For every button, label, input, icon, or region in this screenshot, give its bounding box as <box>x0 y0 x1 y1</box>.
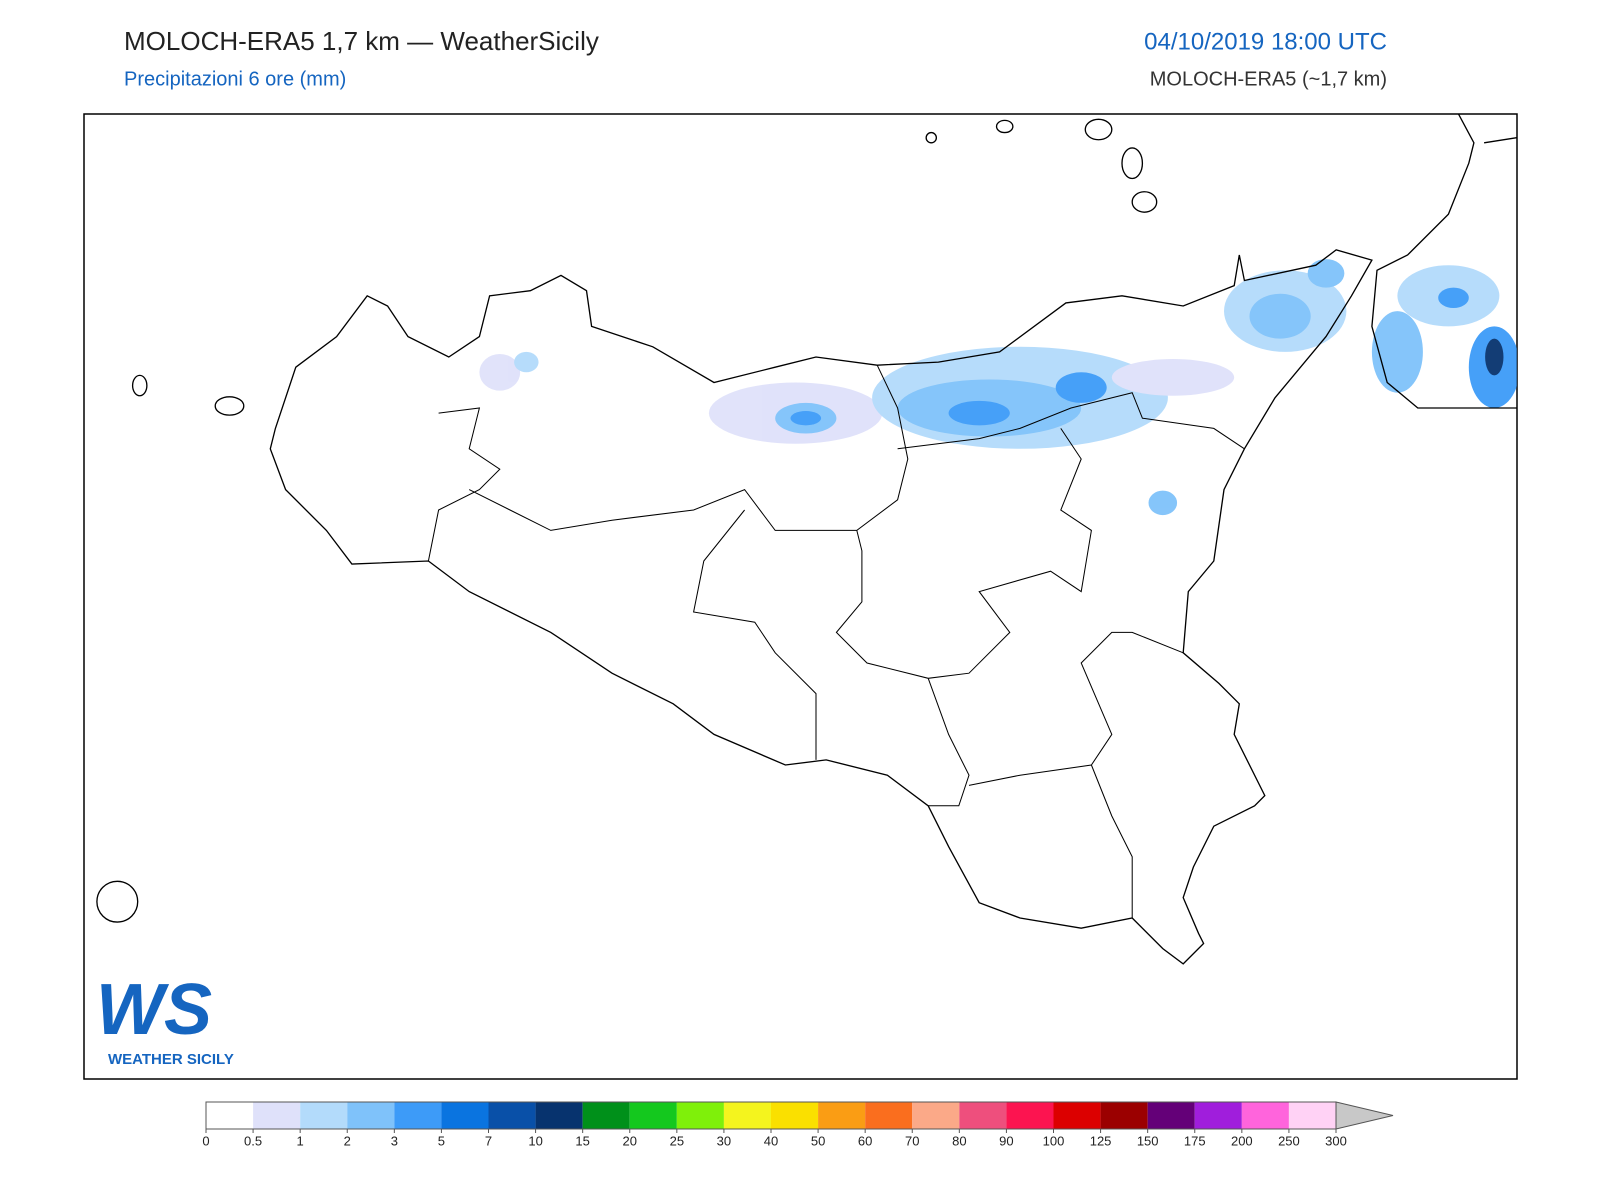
colorbar-label: 5 <box>438 1133 445 1148</box>
colorbar-box <box>394 1102 442 1129</box>
colorbar-label: 50 <box>811 1133 825 1148</box>
precipitation <box>479 259 1517 516</box>
model-label: MOLOCH-ERA5 (~1,7 km) <box>1150 68 1387 90</box>
colorbar-box <box>1288 1102 1336 1129</box>
logo-text: WEATHER SICILY <box>108 1051 234 1068</box>
colorbar-box <box>535 1102 583 1129</box>
logo: WS WEATHER SICILY <box>96 970 234 1068</box>
colorbar-box <box>865 1102 913 1129</box>
colorbar-box <box>1194 1102 1242 1129</box>
colorbar-label: 25 <box>670 1133 684 1148</box>
title: MOLOCH-ERA5 1,7 km — WeatherSicily <box>124 26 599 56</box>
colorbar-label: 200 <box>1231 1133 1253 1148</box>
colorbar-box <box>1241 1102 1289 1129</box>
colorbar-box <box>723 1102 771 1129</box>
logo-mark: WS <box>96 970 212 1050</box>
colorbar-label: 80 <box>952 1133 966 1148</box>
colorbar: 0 0.5 1 2 3 5 7 10 15 20 25 30 40 50 60 70 80 90 100 125 150… <box>202 1101 1394 1148</box>
colorbar-label: 40 <box>764 1133 778 1148</box>
colorbar-label: 20 <box>623 1133 637 1148</box>
map-frame <box>83 113 1518 1080</box>
colorbar-box <box>959 1102 1007 1129</box>
colorbar-label: 90 <box>999 1133 1013 1148</box>
colorbar-label: 150 <box>1137 1133 1159 1148</box>
colorbar-box <box>912 1102 960 1129</box>
calabria-coast <box>1371 114 1517 409</box>
colorbar-box <box>1053 1102 1101 1129</box>
colorbar-box <box>1100 1102 1148 1129</box>
colorbar-label: 60 <box>858 1133 872 1148</box>
colorbar-label: 175 <box>1184 1133 1206 1148</box>
colorbar-label: 300 <box>1325 1133 1347 1148</box>
colorbar-box <box>206 1102 254 1129</box>
colorbar-label: 0.5 <box>244 1133 262 1148</box>
colorbar-box <box>488 1102 536 1129</box>
colorbar-label: 70 <box>905 1133 919 1148</box>
colorbar-label: 2 <box>344 1133 351 1148</box>
map <box>96 114 1517 965</box>
colorbar-label: 10 <box>528 1133 542 1148</box>
colorbar-label: 3 <box>391 1133 398 1148</box>
colorbar-label: 30 <box>717 1133 731 1148</box>
colorbar-extension <box>1335 1101 1394 1130</box>
colorbar-label: 1 <box>297 1133 304 1148</box>
colorbar-label: 125 <box>1090 1133 1112 1148</box>
colorbar-box <box>818 1102 866 1129</box>
colorbar-label: 15 <box>575 1133 589 1148</box>
colorbar-box <box>629 1102 677 1129</box>
colorbar-label: 0 <box>202 1133 209 1148</box>
province-borders <box>427 364 1245 918</box>
colorbar-label: 250 <box>1278 1133 1300 1148</box>
colorbar-box <box>582 1102 630 1129</box>
colorbar-label: 7 <box>485 1133 492 1148</box>
datetime: 04/10/2019 18:00 UTC <box>1144 28 1387 55</box>
sicily-coast <box>269 249 1373 965</box>
colorbar-box <box>253 1102 301 1129</box>
colorbar-label: 100 <box>1043 1133 1065 1148</box>
colorbar-box <box>771 1102 819 1129</box>
islands <box>96 118 1158 923</box>
colorbar-box <box>676 1102 724 1129</box>
subtitle: Precipitazioni 6 ore (mm) <box>124 68 346 90</box>
colorbar-box <box>441 1102 489 1129</box>
colorbar-box <box>300 1102 348 1129</box>
colorbar-box <box>1147 1102 1195 1129</box>
colorbar-box <box>347 1102 395 1129</box>
colorbar-box <box>1006 1102 1054 1129</box>
